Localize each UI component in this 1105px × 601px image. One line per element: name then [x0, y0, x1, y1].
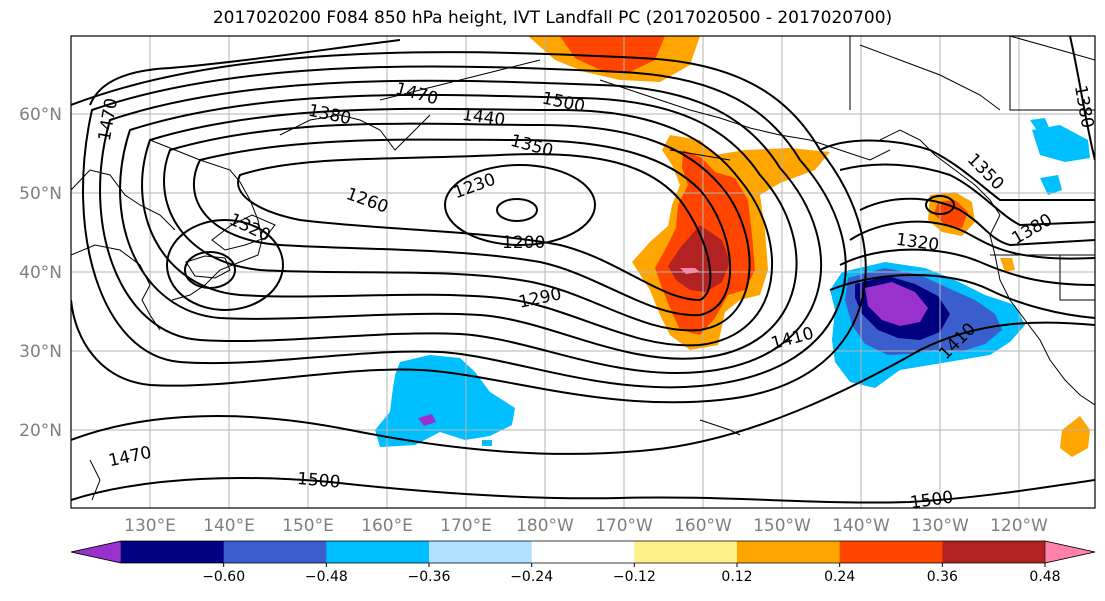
colorbar-cell [737, 541, 841, 563]
lon-tick-label: 140°E [203, 516, 255, 536]
height-contours [71, 36, 1095, 504]
lon-tick-label: 170°W [595, 516, 653, 536]
colorbar-tick-label: −0.60 [202, 569, 245, 585]
colorbar-outline [70, 540, 1096, 564]
lat-tick-label: 40°N [19, 263, 62, 283]
lon-tick-label: 130°W [911, 516, 969, 536]
map-panel: 1470 1380 1470 1500 1440 1350 1230 1260 … [71, 36, 1095, 514]
colorbar-extend-high [1044, 540, 1096, 564]
colorbar-cell [634, 541, 738, 563]
lon-tick-label: 170°E [440, 516, 492, 536]
colorbar-tick-label: 0.48 [1029, 569, 1060, 585]
colorbar-tick-label: 0.36 [927, 569, 958, 585]
lat-tick-label: 30°N [19, 342, 62, 362]
lon-tick-label: 150°W [753, 516, 811, 536]
colorbar-ticks: −0.60 −0.48 −0.36 −0.24 −0.12 0.12 0.24 0.36 0.4… [202, 563, 1061, 585]
colorbar-tick-label: −0.24 [510, 569, 553, 585]
colorbar-cell [121, 541, 225, 563]
colorbar-cell [326, 541, 430, 563]
colorbar-cell [839, 541, 943, 563]
colorbar-tick-label: −0.12 [613, 569, 656, 585]
colorbar-cell [531, 541, 635, 563]
colorbar-tick-label: 0.24 [824, 569, 855, 585]
colorbar-extend-low [70, 540, 122, 564]
lon-tick-label: 180°W [516, 516, 574, 536]
figure-title: 2017020200 F084 850 hPa height, IVT Land… [212, 8, 893, 28]
colorbar-tick-label: 0.12 [721, 569, 752, 585]
shading-negative-southwest [375, 355, 515, 447]
colorbar: −0.60 −0.48 −0.36 −0.24 −0.12 0.12 0.24 0.36 0.4… [70, 540, 1096, 585]
lon-tick-label: 130°E [124, 516, 176, 536]
lon-tick-label: 160°E [361, 516, 413, 536]
colorbar-cell [942, 541, 1046, 563]
contour-label: 1500 [296, 469, 341, 493]
contour-label: 1200 [502, 233, 545, 253]
lat-tick-label: 20°N [19, 421, 62, 441]
colorbar-cells [70, 540, 1096, 564]
colorbar-tick-label: −0.48 [305, 569, 348, 585]
colorbar-cell [429, 541, 533, 563]
shading-negative-east [830, 118, 1090, 388]
shading-positive-northwest [528, 36, 700, 82]
map-frame [70, 35, 1096, 509]
latitude-axis: 60°N 50°N 40°N 30°N 20°N [19, 105, 62, 441]
colorbar-cell [223, 541, 327, 563]
lon-tick-label: 160°W [674, 516, 732, 536]
longitude-axis: 130°E 140°E 150°E 160°E 170°E 180°W 170°… [124, 516, 1048, 536]
lon-tick-label: 120°W [990, 516, 1048, 536]
lat-tick-label: 50°N [19, 184, 62, 204]
lon-tick-label: 140°W [832, 516, 890, 536]
colorbar-tick-label: −0.36 [408, 569, 451, 585]
lon-tick-label: 150°E [282, 516, 334, 536]
lat-tick-label: 60°N [19, 105, 62, 125]
contour-label: 1500 [909, 488, 955, 514]
